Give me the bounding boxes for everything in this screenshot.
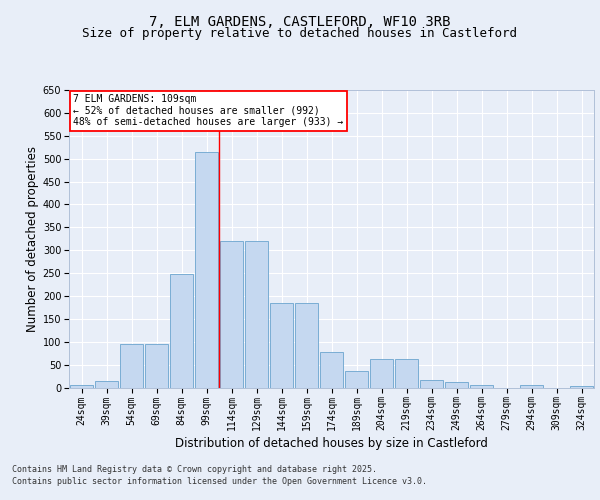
Bar — [95, 380, 118, 388]
Bar — [445, 382, 468, 388]
Bar — [220, 241, 243, 388]
Bar — [270, 303, 293, 388]
Bar — [70, 385, 93, 388]
Bar — [570, 386, 593, 388]
Bar — [345, 372, 368, 388]
Text: 7, ELM GARDENS, CASTLEFORD, WF10 3RB: 7, ELM GARDENS, CASTLEFORD, WF10 3RB — [149, 15, 451, 29]
Bar — [245, 241, 268, 388]
Text: Size of property relative to detached houses in Castleford: Size of property relative to detached ho… — [83, 28, 517, 40]
Bar — [370, 359, 393, 388]
X-axis label: Distribution of detached houses by size in Castleford: Distribution of detached houses by size … — [175, 438, 488, 450]
Bar — [395, 359, 418, 388]
Bar — [320, 352, 343, 388]
Bar — [195, 152, 218, 388]
Bar — [170, 274, 193, 388]
Text: 7 ELM GARDENS: 109sqm
← 52% of detached houses are smaller (992)
48% of semi-det: 7 ELM GARDENS: 109sqm ← 52% of detached … — [73, 94, 343, 128]
Bar — [145, 344, 168, 388]
Text: Contains public sector information licensed under the Open Government Licence v3: Contains public sector information licen… — [12, 478, 427, 486]
Bar — [420, 380, 443, 388]
Bar — [120, 344, 143, 388]
Bar — [295, 303, 318, 388]
Y-axis label: Number of detached properties: Number of detached properties — [26, 146, 38, 332]
Bar — [470, 385, 493, 388]
Text: Contains HM Land Registry data © Crown copyright and database right 2025.: Contains HM Land Registry data © Crown c… — [12, 465, 377, 474]
Bar — [520, 385, 543, 388]
